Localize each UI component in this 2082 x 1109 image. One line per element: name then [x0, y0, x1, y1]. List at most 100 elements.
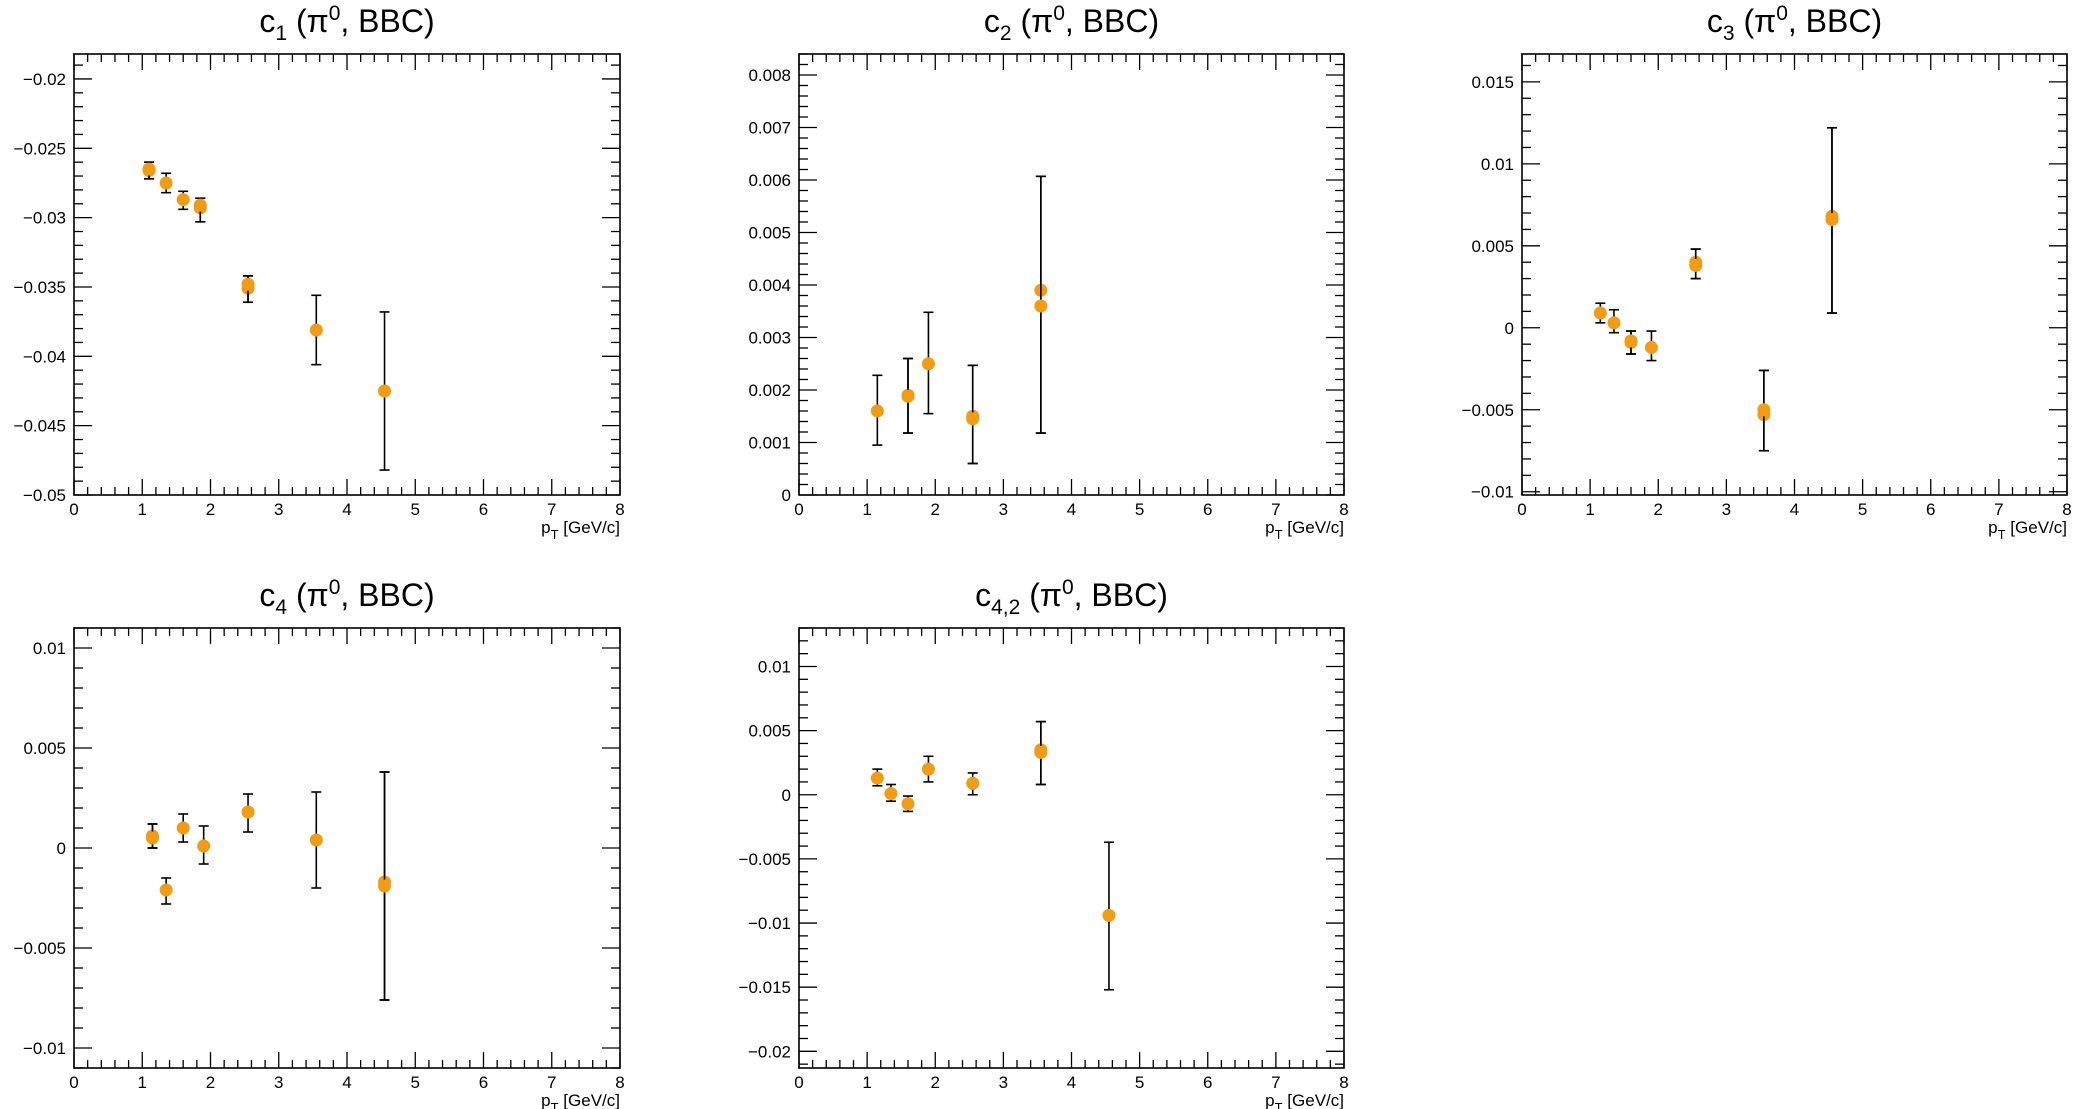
- x-tick-label: 3: [274, 500, 283, 519]
- y-tick-label: −0.02: [748, 1042, 791, 1061]
- chart-panel-3: c3 (π0, BBC) 0 1 2 3 4 5 6 7 8 −0.01 −0.005 0 0.005 0.…: [1462, 2, 2072, 542]
- y-tick-label: 0.01: [1481, 155, 1514, 174]
- data-point: [1593, 306, 1607, 320]
- data-point: [901, 389, 915, 403]
- y-tick-label: −0.05: [23, 486, 66, 505]
- y-tick-label: −0.005: [1462, 401, 1514, 420]
- data-point: [159, 883, 173, 897]
- x-axis-label: pT [GeV/c]: [541, 1091, 620, 1109]
- y-tick-label: −0.015: [739, 978, 791, 997]
- x-tick-label: 8: [2062, 500, 2071, 519]
- x-tick-label: 1: [862, 1073, 871, 1092]
- y-tick-label: −0.02: [23, 70, 66, 89]
- y-tick-label: 0.003: [748, 329, 791, 348]
- data-point: [145, 831, 159, 845]
- x-tick-label: 1: [138, 500, 147, 519]
- y-tick-label: 0.008: [748, 66, 791, 85]
- data-point: [1624, 334, 1638, 348]
- x-tick-label: 7: [547, 500, 556, 519]
- data-point: [1757, 403, 1771, 417]
- data-point: [1102, 908, 1116, 922]
- x-tick-label: 8: [615, 500, 624, 519]
- plot-frame: [798, 627, 1345, 1069]
- y-tick-label: −0.04: [23, 347, 66, 366]
- x-tick-label: 5: [411, 1073, 420, 1092]
- y-tick-label: −0.045: [14, 417, 66, 436]
- x-tick-label: 5: [1135, 1073, 1144, 1092]
- x-tick-label: 0: [794, 500, 803, 519]
- y-tick-label: −0.005: [739, 850, 791, 869]
- x-tick-label: 8: [1339, 1073, 1348, 1092]
- x-tick-label: 6: [479, 1073, 488, 1092]
- x-tick-label: 4: [1067, 500, 1076, 519]
- x-tick-label: 1: [1585, 500, 1594, 519]
- x-tick-label: 4: [1790, 500, 1799, 519]
- chart-title: c4 (π0, BBC): [259, 576, 434, 619]
- chart-panel-2: c2 (π0, BBC) 0 1 2 3 4 5 6 7 8 0 0.001 0.002 0.003 0.0…: [748, 2, 1348, 542]
- x-tick-label: 3: [274, 1073, 283, 1092]
- data-point: [870, 404, 884, 418]
- y-tick-label: 0.01: [758, 657, 791, 676]
- y-tick-label: 0.015: [1471, 73, 1514, 92]
- x-tick-label: 6: [1203, 1073, 1212, 1092]
- chart-title: c3 (π0, BBC): [1707, 2, 1882, 45]
- data-point: [241, 805, 255, 819]
- data-point: [176, 821, 190, 835]
- data-point: [966, 412, 980, 426]
- y-tick-label: −0.035: [14, 278, 66, 297]
- data-point: [309, 833, 323, 847]
- x-tick-label: 3: [999, 1073, 1008, 1092]
- y-tick-label: 0.007: [748, 119, 791, 138]
- y-tick-label: 0.005: [748, 224, 791, 243]
- x-tick-label: 2: [1654, 500, 1663, 519]
- y-tick-label: −0.03: [23, 209, 66, 228]
- y-tick-label: −0.025: [14, 139, 66, 158]
- x-tick-label: 7: [547, 1073, 556, 1092]
- x-tick-label: 1: [138, 1073, 147, 1092]
- y-tick-label: 0.005: [748, 722, 791, 741]
- data-point: [870, 771, 884, 785]
- x-tick-label: 5: [1135, 500, 1144, 519]
- x-tick-label: 8: [615, 1073, 624, 1092]
- data-point: [1034, 299, 1048, 313]
- chart-title: c2 (π0, BBC): [984, 2, 1159, 45]
- plot-frame: [798, 53, 1345, 496]
- data-point: [1689, 258, 1703, 272]
- x-tick-label: 1: [862, 500, 871, 519]
- y-tick-label: 0: [1505, 319, 1514, 338]
- data-point: [241, 277, 255, 291]
- y-tick-label: 0: [782, 486, 791, 505]
- chart-panel-4: c4 (π0, BBC) 0 1 2 3 4 5 6 7 8 −0.01 −0.005 0 0.005 0.…: [14, 576, 625, 1109]
- x-tick-label: 0: [69, 500, 78, 519]
- x-tick-label: 5: [1858, 500, 1867, 519]
- plot-frame: [1521, 53, 2068, 496]
- chart-panel-1: c1 (π0, BBC) 0 1 2 3 4 5 6 7 8 −0.05 −0.045 −0.04 −0.…: [14, 2, 625, 542]
- x-tick-label: 7: [1271, 500, 1280, 519]
- x-axis-label: pT [GeV/c]: [1988, 518, 2067, 542]
- data-point: [193, 198, 207, 212]
- y-tick-label: 0.004: [748, 276, 791, 295]
- data-point: [884, 786, 898, 800]
- y-tick-label: 0: [782, 786, 791, 805]
- y-tick-label: −0.005: [14, 939, 66, 958]
- y-tick-label: 0.006: [748, 171, 791, 190]
- x-axis-label: pT [GeV/c]: [1265, 1091, 1344, 1109]
- x-tick-label: 7: [1994, 500, 2003, 519]
- x-tick-label: 0: [69, 1073, 78, 1092]
- data-point: [176, 193, 190, 207]
- data-point: [966, 776, 980, 790]
- x-axis-label: pT [GeV/c]: [1265, 518, 1344, 542]
- data-point: [921, 357, 935, 371]
- x-tick-label: 4: [1067, 1073, 1076, 1092]
- y-tick-label: 0.005: [1471, 237, 1514, 256]
- x-tick-label: 0: [1517, 500, 1526, 519]
- y-tick-label: 0.002: [748, 381, 791, 400]
- data-point: [1034, 745, 1048, 759]
- y-tick-label: 0.005: [23, 739, 66, 758]
- data-point: [309, 323, 323, 337]
- chart-title: c4,2 (π0, BBC): [975, 576, 1168, 619]
- x-tick-label: 3: [1722, 500, 1731, 519]
- x-axis-label: pT [GeV/c]: [541, 518, 620, 542]
- x-tick-label: 6: [479, 500, 488, 519]
- chart-title: c1 (π0, BBC): [259, 2, 434, 45]
